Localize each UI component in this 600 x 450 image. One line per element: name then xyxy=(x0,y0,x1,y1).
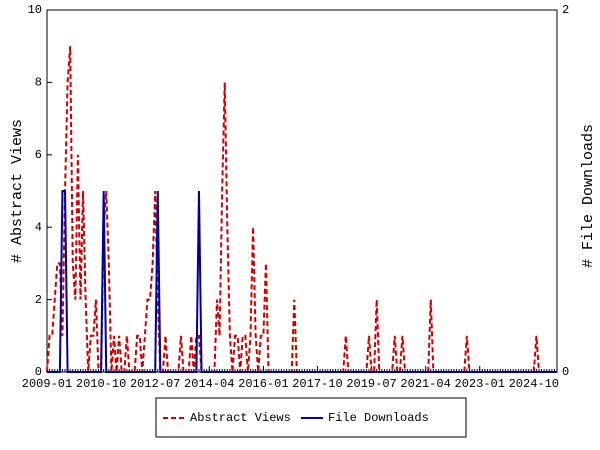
x-tick-label: 2009-01 xyxy=(22,377,72,391)
y-tick-label: 4 xyxy=(35,220,42,234)
x-tick-label: 2010-10 xyxy=(76,377,126,391)
x-tick-label: 2021-04 xyxy=(400,377,450,391)
plot-frame xyxy=(46,9,558,373)
y-tick-label: 10 xyxy=(28,3,42,17)
x-tick-label: 2012-07 xyxy=(130,377,180,391)
y2-axis-label: # File Downloads xyxy=(580,124,597,268)
x-tick-label: 2023-01 xyxy=(455,377,505,391)
y-tick-label: 8 xyxy=(35,76,42,90)
y-axis-label: # Abstract Views xyxy=(9,119,26,263)
legend-label: Abstract Views xyxy=(190,411,291,425)
x-tick-label: 2014-04 xyxy=(184,377,234,391)
series-line xyxy=(47,190,557,373)
x-tick-label: 2019-07 xyxy=(346,377,396,391)
y2-tick-label: 0 xyxy=(562,365,569,379)
x-tick-label: 2024-10 xyxy=(509,377,559,391)
y2-tick-label: 2 xyxy=(562,3,569,17)
series-line xyxy=(46,46,557,373)
y-tick-label: 6 xyxy=(35,148,42,162)
x-tick-label: 2016-01 xyxy=(238,377,288,391)
y-tick-label: 2 xyxy=(35,293,42,307)
y-tick-label: 0 xyxy=(35,365,42,379)
legend-label: File Downloads xyxy=(328,411,429,425)
x-tick-label: 2017-10 xyxy=(292,377,342,391)
